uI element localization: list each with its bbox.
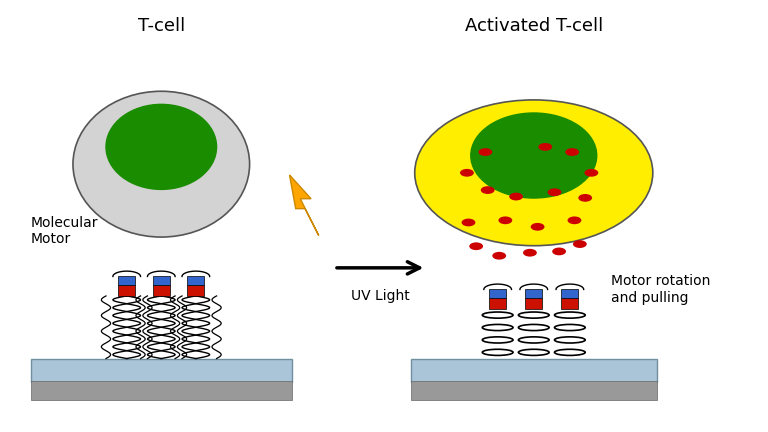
Circle shape (509, 193, 523, 200)
Bar (411, 381, 657, 400)
Circle shape (460, 169, 474, 177)
Bar (31, 359, 292, 382)
Circle shape (523, 249, 537, 257)
Circle shape (573, 240, 587, 248)
Bar (153, 285, 170, 296)
Circle shape (565, 148, 579, 156)
Circle shape (568, 216, 581, 224)
Bar (525, 298, 542, 309)
Bar (187, 285, 204, 296)
Bar (118, 276, 135, 285)
Ellipse shape (73, 91, 250, 237)
Bar (561, 289, 578, 298)
Circle shape (481, 186, 495, 194)
Circle shape (498, 216, 512, 224)
Bar (489, 289, 506, 298)
Bar (525, 289, 542, 298)
Bar (31, 381, 292, 400)
Text: UV Light: UV Light (351, 289, 409, 303)
Text: Activated T-cell: Activated T-cell (465, 17, 603, 35)
Circle shape (538, 143, 552, 151)
Circle shape (462, 219, 475, 226)
Bar (118, 285, 135, 296)
Bar (489, 298, 506, 309)
Circle shape (548, 188, 561, 196)
Circle shape (492, 252, 506, 260)
Circle shape (584, 169, 598, 177)
Ellipse shape (471, 113, 597, 198)
Circle shape (469, 242, 483, 250)
Bar (561, 298, 578, 309)
Circle shape (531, 223, 545, 231)
Circle shape (478, 148, 492, 156)
Bar (153, 276, 170, 285)
Text: T-cell: T-cell (137, 17, 185, 35)
Circle shape (552, 248, 566, 255)
Ellipse shape (415, 100, 653, 246)
Text: Molecular
Motor: Molecular Motor (31, 216, 98, 246)
Ellipse shape (106, 105, 217, 189)
Text: Motor rotation
and pulling: Motor rotation and pulling (611, 274, 710, 305)
Bar (411, 359, 657, 382)
Polygon shape (290, 175, 319, 235)
Bar (187, 276, 204, 285)
Circle shape (578, 194, 592, 202)
